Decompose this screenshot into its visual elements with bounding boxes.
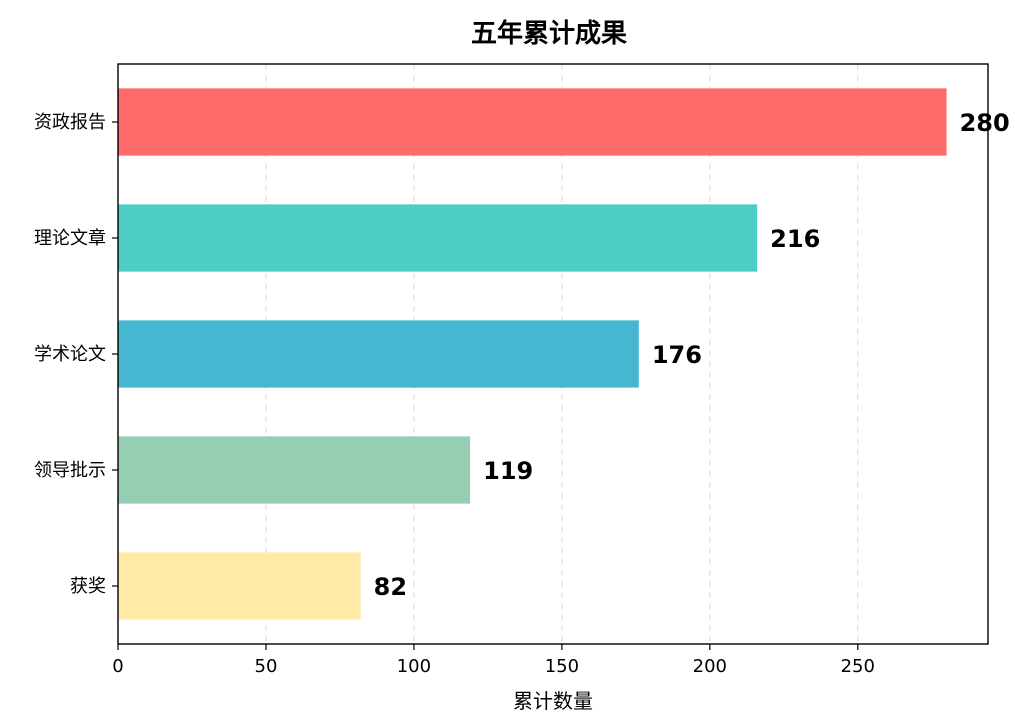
x-tick-label: 100 <box>397 656 431 677</box>
bar-value-label: 119 <box>483 457 533 485</box>
bars <box>118 88 947 620</box>
y-tick-label: 理论文章 <box>34 228 106 249</box>
bar-4 <box>118 436 471 504</box>
x-axis-ticks: 0 50 100 150 200 250 <box>112 644 875 677</box>
x-tick-label: 200 <box>693 656 727 677</box>
x-tick-label: 250 <box>841 656 875 677</box>
x-tick-label: 150 <box>545 656 579 677</box>
y-tick-label: 资政报告 <box>34 112 106 133</box>
x-tick-label: 0 <box>112 656 123 677</box>
value-labels: 280 216 176 119 82 <box>374 109 1010 601</box>
bar-value-label: 216 <box>770 225 820 253</box>
y-tick-label: 获奖 <box>70 576 106 597</box>
bar-3 <box>118 320 639 388</box>
bar-value-label: 176 <box>652 341 702 369</box>
x-tick-label: 50 <box>255 656 278 677</box>
bar-value-label: 82 <box>374 573 407 601</box>
chart-title: 五年累计成果 <box>471 18 627 49</box>
bar-5 <box>118 552 361 620</box>
bar-2 <box>118 204 758 272</box>
y-tick-label: 领导批示 <box>34 460 106 481</box>
bar-1 <box>118 88 947 156</box>
y-tick-label: 学术论文 <box>34 344 106 365</box>
x-axis-label: 累计数量 <box>513 689 593 713</box>
plot-frame <box>117 63 989 645</box>
bar-value-label: 280 <box>960 109 1010 137</box>
